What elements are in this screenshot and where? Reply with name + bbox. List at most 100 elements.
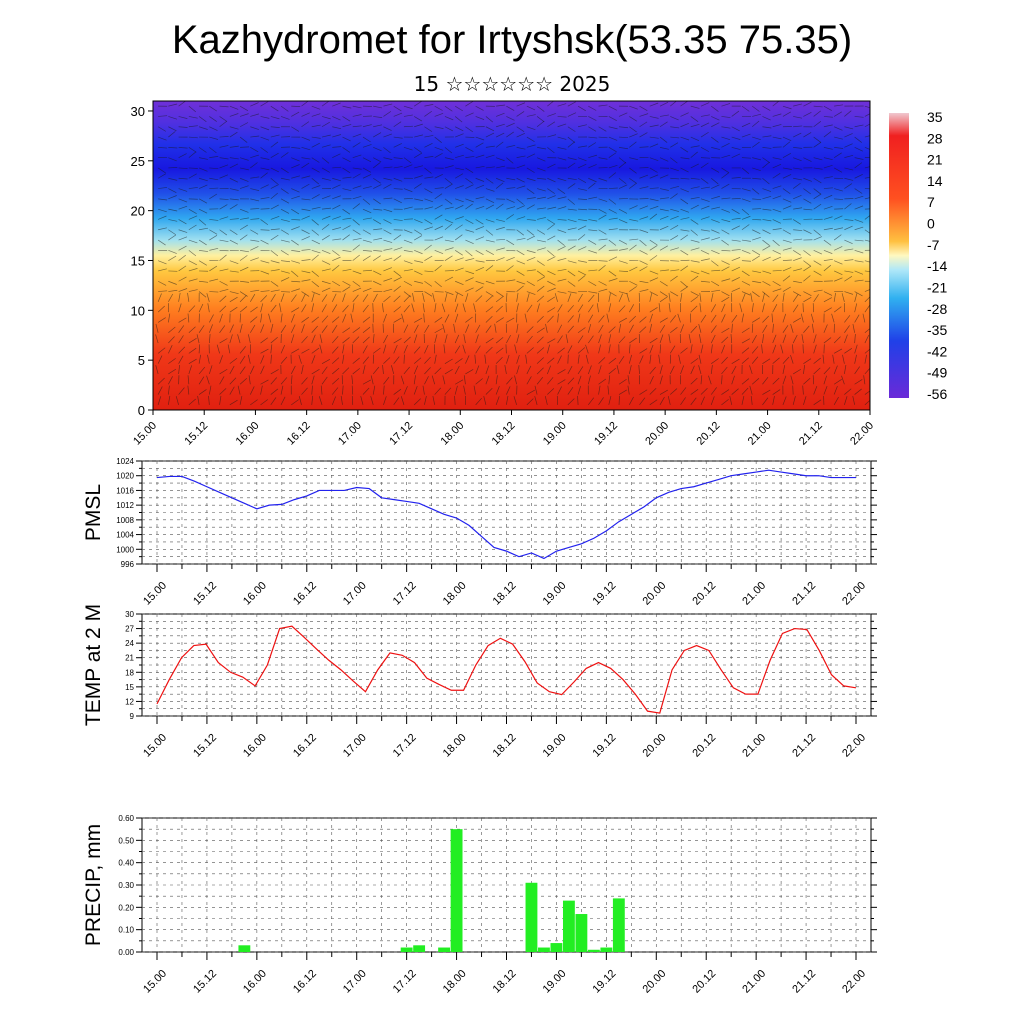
colorbar-label: -56: [927, 386, 947, 402]
x-tick-label: 17.00: [341, 580, 369, 608]
x-tick-label: 19.00: [541, 968, 569, 996]
x-tick-label: 17.12: [391, 580, 419, 608]
precip-bar: [450, 829, 463, 952]
x-tick-label: 16.12: [291, 580, 319, 608]
y-tick-label: 0.40: [118, 859, 134, 868]
colorbar-label: 35: [927, 109, 943, 125]
x-tick-label: 18.00: [441, 968, 469, 996]
colorbar-label: 14: [927, 173, 943, 189]
x-tick-label: 21.12: [797, 420, 825, 448]
cross-section-chart: 0 5 10 15 20 25 30 15.00 15.12 16.00 16.12 17.00 17.…: [131, 100, 947, 448]
y-axis-label: TEMP at 2 M: [82, 604, 105, 726]
x-tick-label: 22.00: [840, 968, 868, 996]
precip-bar: [438, 947, 451, 952]
y-tick-label: 12: [125, 697, 134, 706]
x-tick-label: 20.00: [640, 580, 668, 608]
x-tick-label: 18.12: [491, 732, 519, 760]
precip-bar: [400, 947, 413, 952]
x-tick-label: 16.00: [241, 580, 269, 608]
x-tick-label: 21.12: [790, 732, 818, 760]
precip-bar: [538, 947, 550, 952]
grid: [142, 460, 871, 565]
x-tick-label: 17.00: [341, 732, 369, 760]
x-tick-label: 20.00: [640, 968, 668, 996]
x-tick-label: 22.00: [848, 420, 876, 448]
x-tick-label: 18.12: [491, 968, 519, 996]
y-axis-label: PRECIP, mm: [82, 824, 105, 946]
colorbar-label: 28: [927, 130, 943, 146]
x-tick-label: 17.00: [336, 420, 364, 448]
x-tick-label: 16.00: [234, 420, 262, 448]
x-tick-label: 20.00: [640, 732, 668, 760]
x-tick-label: 19.12: [592, 420, 620, 448]
precip-bar: [413, 945, 426, 952]
x-tick-label: 19.00: [541, 580, 569, 608]
colorbar-label: 7: [927, 194, 935, 210]
x-tick-label: 19.12: [591, 580, 619, 608]
y-tick-label: 1012: [116, 501, 134, 510]
y-tick-label: 30: [125, 610, 134, 619]
colorbar-label: 0: [927, 216, 935, 232]
colorbar-label: -35: [927, 322, 947, 338]
y-tick-label: 1024: [116, 457, 134, 466]
grid: [142, 613, 871, 717]
pmsl-chart: 996 1000 1004 1008 1012 1016 1020 1024 15.00 15.1…: [82, 457, 877, 608]
x-tick-label: 22.00: [840, 732, 868, 760]
y-tick-label: 21: [125, 654, 134, 663]
x-tick-label: 16.12: [285, 420, 313, 448]
x-tick-label: 17.12: [391, 968, 419, 996]
x-tick-label: 18.00: [438, 420, 466, 448]
x-tick-label: 20.12: [690, 580, 718, 608]
x-tick-label: 19.12: [591, 968, 619, 996]
x-tick-label: 18.12: [491, 580, 519, 608]
x-tick-label: 16.12: [291, 968, 319, 996]
y-tick-label: 5: [138, 353, 145, 368]
y-tick-label: 0.20: [118, 903, 134, 912]
y-tick-label: 15: [131, 253, 145, 268]
y-tick-label: 996: [121, 560, 135, 569]
y-tick-label: 0.60: [118, 814, 134, 823]
precip-bar: [525, 882, 538, 952]
temp-series-line: [156, 625, 857, 714]
y-tick-label: 0.30: [118, 881, 134, 890]
x-tick-label: 22.00: [840, 580, 868, 608]
y-axis-label: PMSL: [82, 484, 105, 541]
colorbar: [889, 113, 909, 398]
precip-bar: [562, 900, 575, 952]
x-tick-label: 16.12: [291, 732, 319, 760]
y-tick-label: 0: [138, 403, 145, 418]
y-tick-label: 1016: [116, 486, 134, 495]
y-tick-label: 30: [131, 104, 145, 119]
colorbar-label: -7: [927, 237, 940, 253]
colorbar-label: -28: [927, 301, 947, 317]
colorbar-label: -21: [927, 279, 947, 295]
x-tick-label: 18.12: [490, 420, 518, 448]
x-tick-label: 20.12: [690, 732, 718, 760]
y-tick-label: 9: [130, 712, 135, 721]
x-tick-label: 15.00: [141, 732, 169, 760]
y-tick-label: 0.50: [118, 836, 134, 845]
y-tick-label: 1020: [116, 472, 134, 481]
precip-bar: [600, 947, 613, 952]
x-tick-label: 20.00: [643, 420, 671, 448]
y-tick-label: 25: [131, 154, 145, 169]
y-tick-label: 24: [125, 639, 134, 648]
x-tick-label: 16.00: [241, 968, 269, 996]
x-tick-label: 19.12: [591, 732, 619, 760]
x-tick-label: 15.00: [141, 968, 169, 996]
y-tick-label: 1008: [116, 516, 134, 525]
x-tick-label: 20.12: [695, 420, 723, 448]
x-tick-label: 15.00: [131, 420, 159, 448]
colorbar-label: -49: [927, 365, 947, 381]
x-tick-label: 21.00: [740, 732, 768, 760]
x-tick-label: 21.00: [740, 580, 768, 608]
colorbar-label: -42: [927, 343, 947, 359]
y-tick-label: 1000: [116, 545, 134, 554]
y-tick-label: 0.00: [118, 948, 134, 957]
x-tick-label: 17.00: [341, 968, 369, 996]
x-tick-label: 18.00: [441, 580, 469, 608]
precip-bar: [238, 945, 251, 952]
x-tick-label: 15.12: [191, 580, 219, 608]
y-tick-label: 18: [125, 668, 134, 677]
